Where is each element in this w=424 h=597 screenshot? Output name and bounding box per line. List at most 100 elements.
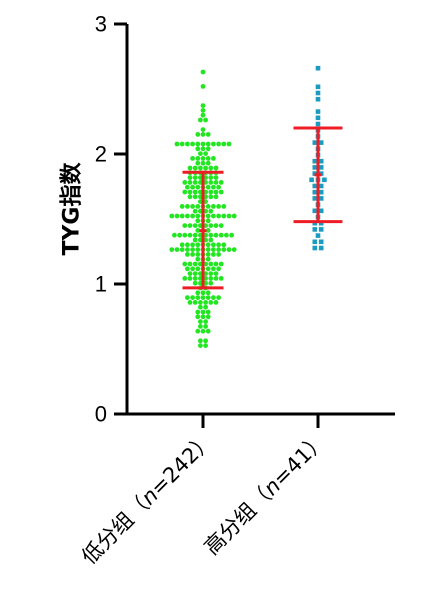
data-point-low-17 xyxy=(205,141,211,147)
data-point-low-65 xyxy=(205,184,211,190)
data-point-low-58 xyxy=(208,180,214,185)
data-point-low-211 xyxy=(190,295,196,300)
data-point-low-139 xyxy=(208,237,214,243)
data-point-low-120 xyxy=(218,223,224,229)
data-point-low-218 xyxy=(192,300,198,305)
data-point-high-1 xyxy=(315,84,321,90)
data-point-low-167 xyxy=(211,252,216,257)
data-point-low-67 xyxy=(216,184,222,190)
data-point-low-37 xyxy=(198,165,203,171)
data-point-low-25 xyxy=(198,151,203,157)
data-point-low-96 xyxy=(208,208,214,214)
data-point-low-77 xyxy=(192,194,198,200)
y-tick-label-3: 3 xyxy=(95,12,107,37)
data-point-low-228 xyxy=(195,314,201,320)
data-point-low-23 xyxy=(200,146,206,152)
data-point-low-55 xyxy=(192,180,198,185)
data-point-low-153 xyxy=(190,247,196,253)
data-point-low-108 xyxy=(226,213,232,219)
data-point-low-164 xyxy=(195,252,201,257)
data-point-low-76 xyxy=(187,194,193,200)
data-point-low-230 xyxy=(205,314,211,320)
error-bar-high xyxy=(293,126,343,224)
data-point-low-158 xyxy=(216,247,222,253)
data-point-low-179 xyxy=(218,261,224,267)
data-point-low-193 xyxy=(182,276,188,281)
data-point-low-237 xyxy=(205,328,211,334)
data-point-high-9 xyxy=(312,140,318,145)
data-point-high-14 xyxy=(318,158,324,164)
data-point-low-171 xyxy=(205,256,211,262)
data-point-high-4 xyxy=(315,109,321,114)
data-point-low-119 xyxy=(213,223,219,229)
data-point-low-229 xyxy=(200,314,206,320)
y-tick-label-0: 0 xyxy=(95,402,107,427)
data-point-low-220 xyxy=(203,300,209,305)
data-point-low-154 xyxy=(195,247,201,253)
data-point-low-199 xyxy=(213,276,219,281)
data-point-low-150 xyxy=(174,247,180,253)
category-labels: 低分组（n=242）高分组（n=41） xyxy=(77,428,331,569)
data-point-low-113 xyxy=(182,223,188,229)
data-point-low-238 xyxy=(198,338,203,344)
data-point-low-5 xyxy=(198,117,203,123)
data-point-high-39 xyxy=(312,245,318,251)
data-point-low-86 xyxy=(190,204,196,209)
data-point-low-225 xyxy=(195,309,201,315)
data-point-low-3 xyxy=(200,108,206,113)
data-point-low-214 xyxy=(205,295,211,300)
category-label-low: 低分组（n=242） xyxy=(77,428,218,569)
data-point-low-221 xyxy=(208,300,214,305)
data-point-low-224 xyxy=(203,304,209,310)
data-point-low-69 xyxy=(187,189,193,195)
y-ticks: 0 1 2 3 xyxy=(95,12,127,427)
data-point-low-161 xyxy=(231,247,237,253)
data-point-low-40 xyxy=(213,165,219,171)
data-point-low-184 xyxy=(205,266,211,272)
data-point-low-75 xyxy=(218,189,224,195)
y-tick-label-1: 1 xyxy=(95,272,107,297)
data-point-low-68 xyxy=(182,189,188,195)
data-point-low-126 xyxy=(182,232,188,238)
data-point-high-15 xyxy=(312,165,318,170)
data-point-low-112 xyxy=(205,218,211,224)
data-point-low-240 xyxy=(198,343,203,348)
data-point-low-133 xyxy=(218,232,224,238)
data-point-low-200 xyxy=(218,276,224,281)
data-point-high-38 xyxy=(318,239,324,245)
data-point-low-9 xyxy=(200,132,206,137)
data-point-low-66 xyxy=(211,184,216,190)
data-point-low-39 xyxy=(208,165,214,171)
data-point-low-191 xyxy=(208,271,214,276)
data-point-low-1 xyxy=(200,84,206,89)
data-point-low-182 xyxy=(195,266,201,272)
data-point-low-85 xyxy=(185,204,190,209)
data-point-low-22 xyxy=(195,146,201,152)
data-point-low-51 xyxy=(208,175,214,181)
data-point-high-40 xyxy=(318,245,324,251)
data-point-high-30 xyxy=(318,208,324,214)
data-point-low-134 xyxy=(224,232,229,238)
data-point-low-156 xyxy=(205,247,211,253)
data-point-low-209 xyxy=(205,290,211,296)
data-point-low-8 xyxy=(195,132,201,137)
data-point-low-26 xyxy=(203,151,209,157)
data-point-low-213 xyxy=(200,295,206,300)
data-point-low-127 xyxy=(187,232,193,238)
data-point-low-172 xyxy=(182,261,188,267)
data-point-low-219 xyxy=(198,300,203,305)
data-point-low-18 xyxy=(211,141,216,147)
error-bars-layer xyxy=(182,126,343,290)
data-point-low-174 xyxy=(192,261,198,267)
data-point-low-146 xyxy=(211,242,216,248)
data-point-low-236 xyxy=(200,328,206,334)
data-point-low-89 xyxy=(205,204,211,209)
data-point-low-215 xyxy=(211,295,216,300)
data-point-low-239 xyxy=(203,338,209,344)
data-point-low-53 xyxy=(182,180,188,185)
data-point-low-110 xyxy=(195,218,201,224)
y-tick-label-2: 2 xyxy=(95,142,107,167)
data-point-low-13 xyxy=(185,141,190,147)
data-point-low-151 xyxy=(179,247,185,253)
data-point-low-33 xyxy=(200,160,206,166)
